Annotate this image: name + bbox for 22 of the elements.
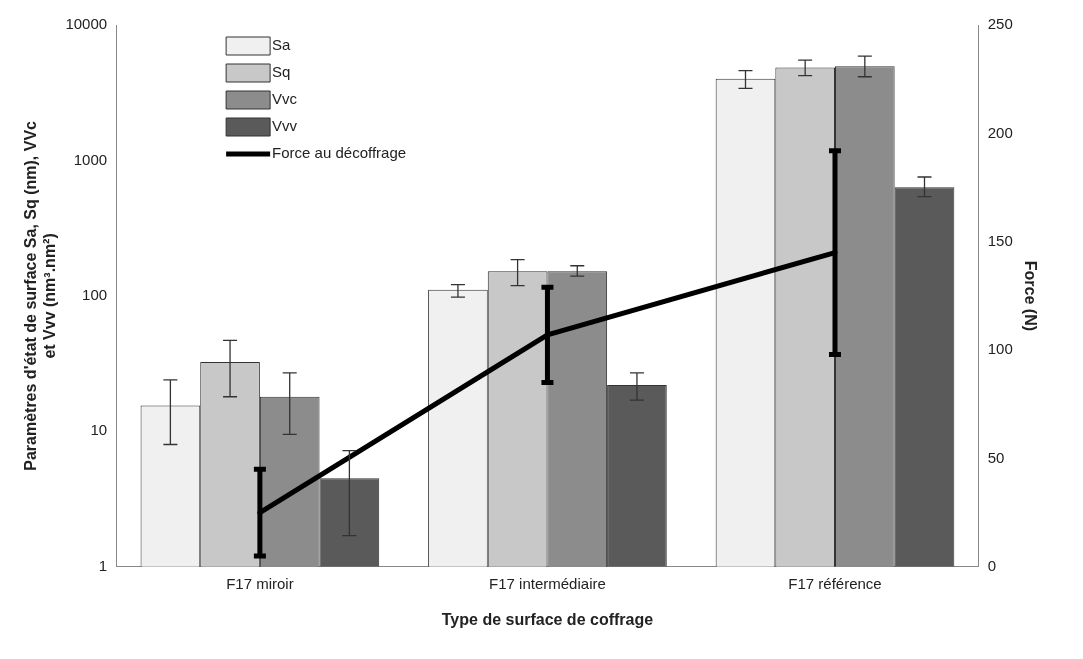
y2-tick-label: 0 bbox=[987, 556, 997, 574]
x-tick-label: F17 intermédiaire bbox=[489, 574, 606, 592]
y2-tick-label: 250 bbox=[987, 15, 1013, 33]
y2-tick-label: 50 bbox=[987, 448, 1005, 466]
y2-tick-label: 100 bbox=[987, 340, 1013, 358]
y-tick-label: 100 bbox=[82, 286, 108, 304]
x-tick-label: F17 référence bbox=[788, 574, 882, 592]
y-tick-label: 1000 bbox=[73, 150, 108, 168]
y2-tick-label: 150 bbox=[987, 231, 1013, 249]
y2-tick-label: 200 bbox=[987, 123, 1013, 141]
y-tick-label: 1 bbox=[98, 556, 108, 574]
y-tick-label: 10 bbox=[90, 421, 108, 439]
y-tick-label: 10000 bbox=[65, 15, 108, 33]
y2-axis-title: Force (N) bbox=[1021, 260, 1039, 332]
x-axis-title: Type de surface de coffrage bbox=[441, 610, 654, 628]
legend-label: Sq bbox=[272, 63, 291, 81]
x-tick-label: F17 miroir bbox=[226, 574, 294, 592]
y-axis-title: Paramètres d'état de surface Sa, Sq (nm), VVc et Vvv (nm³.nm²) bbox=[22, 120, 59, 471]
legend-label: Sa bbox=[272, 36, 292, 54]
legend-label: Vvv bbox=[272, 117, 298, 135]
legend-label: Force au décoffrage bbox=[272, 144, 407, 162]
legend-label: Vvc bbox=[272, 90, 298, 108]
